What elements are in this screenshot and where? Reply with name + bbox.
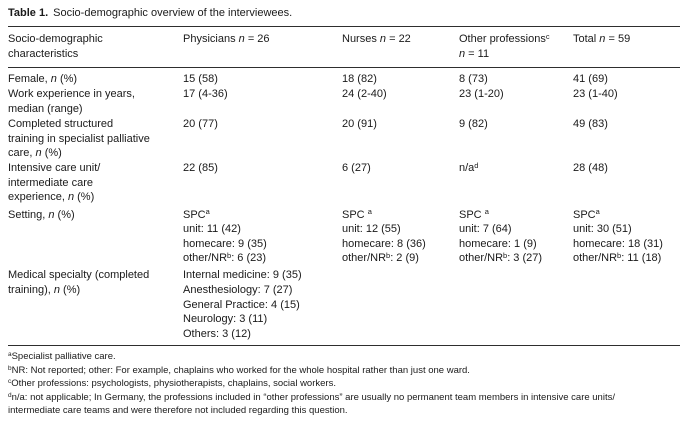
table-cell: SPCa unit: 30 (51) homecare: 18 (31) other/…	[573, 207, 663, 265]
table-cell: 28 (48)	[573, 162, 608, 175]
table-cell: 49 (83)	[573, 117, 608, 130]
footnote-a: aSpecialist palliative care.	[8, 351, 116, 363]
table-row-work-experience: Work experience in years, median (range) …	[8, 87, 680, 117]
table-cell: 15 (58)	[183, 73, 218, 86]
table-cell: 23 (1-20)	[459, 88, 504, 101]
row-label: Female, n (%)	[8, 73, 78, 86]
header-cell-nurses: Nurses n = 22	[342, 26, 459, 69]
footnotes: aSpecialist palliative care. bNR: Not re…	[8, 350, 680, 417]
header-cell-physicians: Physicians n = 26	[183, 26, 342, 69]
table-row-icu-experience: Intensive care unit/intermediate care exp…	[8, 161, 680, 205]
table-cell: 18 (82)	[342, 73, 377, 86]
table-cell: SPC a unit: 12 (55) homecare: 8 (36) other/…	[342, 207, 426, 265]
header-cell-total: Total n = 59	[573, 26, 680, 69]
row-label: Intensive care unit/intermediate care exp…	[8, 162, 101, 204]
table-row-medical-specialty: Medical specialty (completed training), n…	[8, 266, 680, 346]
row-label: Medical specialty (completed training), n…	[8, 269, 150, 296]
table-caption-text: Socio-demographic overview of the interv…	[53, 7, 293, 19]
row-label: Completed structured training in speciali…	[8, 117, 150, 160]
table-cell: 24 (2-40)	[342, 88, 387, 101]
row-label: Work experience in years, median (range)	[8, 88, 135, 115]
table-cell: 20 (77)	[183, 117, 218, 130]
table-cell	[573, 266, 680, 346]
table-header-row: Socio-demographic characteristics Physici…	[8, 26, 680, 69]
table-row-setting: Setting, n (%) SPCa unit: 11 (42) homecare…	[8, 205, 680, 266]
table-cell: 9 (82)	[459, 117, 488, 130]
footnote-b: bNR: Not reported; other: For example, c…	[8, 364, 470, 376]
table-cell	[459, 266, 573, 346]
table-cell: 22 (85)	[183, 162, 218, 175]
table-cell: 20 (91)	[342, 117, 377, 130]
footnote-c: cOther professions: psychologists, physi…	[8, 378, 336, 390]
table-cell: 23 (1-40)	[573, 88, 618, 101]
row-label: Setting, n (%)	[8, 208, 75, 221]
table-row-female: Female, n (%) 15 (58) 18 (82) 8 (73) 41 …	[8, 68, 680, 87]
table-cell	[342, 266, 459, 346]
header-cell-characteristics: Socio-demographic characteristics	[8, 26, 183, 69]
table-cell: SPC a unit: 7 (64) homecare: 1 (9) other/NR…	[459, 207, 543, 265]
table-caption: Table 1. Socio-demographic overview of th…	[8, 6, 680, 21]
socio-demographic-table: Socio-demographic characteristics Physici…	[8, 26, 680, 347]
table-cell: 41 (69)	[573, 73, 608, 86]
table-cell: Internal medicine: 9 (35) Anesthesiology:…	[183, 269, 302, 340]
header-cell-other-professions: Other professionsc n = 11	[459, 26, 573, 69]
table-cell: 8 (73)	[459, 73, 488, 86]
table-caption-label: Table 1.	[8, 7, 49, 19]
footnote-d: dn/a: not applicable; In Germany, the pr…	[8, 391, 615, 416]
table-row-structured-training: Completed structured training in speciali…	[8, 116, 680, 160]
table-cell: 6 (27)	[342, 162, 371, 175]
table-cell: SPCa unit: 11 (42) homecare: 9 (35) other/N…	[183, 207, 267, 265]
table-cell: 17 (4-36)	[183, 88, 228, 101]
table-cell: n/ad	[459, 160, 479, 175]
